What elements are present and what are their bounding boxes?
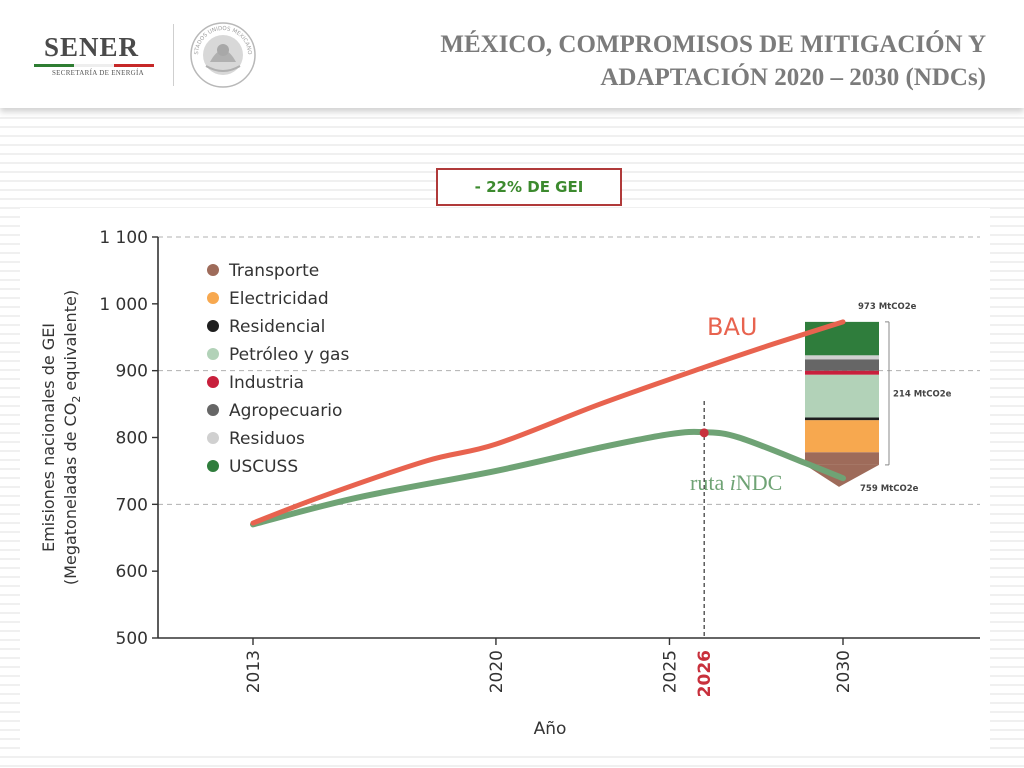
flag-white [74, 64, 114, 67]
legend-item: USCUSS [207, 457, 298, 477]
title-line-2: ADAPTACIÓN 2020 – 2030 (NDCs) [600, 64, 986, 91]
legend-item: Residuos [207, 429, 305, 449]
flag-green [34, 64, 74, 67]
legend-swatch [207, 432, 219, 444]
legend-label: Residuos [229, 429, 305, 449]
stack-label-mid: 214 MtCO2e [893, 389, 952, 399]
legend-label: Transporte [228, 261, 319, 281]
y-tick-label: 600 [116, 562, 148, 582]
y-tick-label: 900 [116, 362, 148, 382]
stack-segment [805, 321, 879, 356]
logo-divider [173, 24, 174, 86]
legend-item: Industria [207, 373, 304, 393]
y-tick-label: 1 100 [99, 228, 148, 248]
title-line-1: MÉXICO, COMPROMISOS DE MITIGACIÓN Y [440, 31, 986, 58]
x-tick-label: 2020 [487, 650, 507, 693]
series-label-indc-part: NDC [736, 470, 782, 495]
legend-swatch [207, 292, 219, 304]
legend-swatch [207, 348, 219, 360]
y-axis-subtitle-suffix: equivalente) [61, 290, 80, 396]
logo-subtitle: SECRETARÍA DE ENERGÍA [51, 69, 145, 77]
y-axis-subtitle-prefix: (Megatoneladas de CO [61, 403, 80, 585]
stack-segment [805, 417, 879, 421]
series-label-bau: BAU [707, 313, 757, 341]
series-label-indc-part: ruta [690, 470, 730, 495]
legend-label: Petróleo y gas [229, 345, 349, 365]
legend-label: Agropecuario [229, 401, 342, 421]
reduction-badge: - 22% DE GEI [436, 168, 622, 206]
stack-segment [805, 374, 879, 418]
x-tick-label: 2025 [660, 650, 680, 693]
series-line-indc [250, 428, 846, 528]
y-tick-label: 700 [116, 495, 148, 515]
legend-label: USCUSS [229, 457, 298, 477]
legend-item: Residencial [207, 317, 325, 337]
legend-swatch [207, 320, 219, 332]
chart-panel: 500 600 700 800 900 1 000 1 100 2013 2020 2025 202… [20, 208, 990, 756]
series-line-bau [250, 319, 846, 526]
x-axis-title: Año [534, 719, 567, 739]
logo-text: SENER [44, 32, 140, 62]
y-axis-title: Emisiones nacionales de GEI [39, 323, 58, 552]
page-title: MÉXICO, COMPROMISOS DE MITIGACIÓN Y ADAP… [346, 28, 986, 94]
y-tick-label: 500 [116, 629, 148, 649]
legend-item: Petróleo y gas [207, 345, 349, 365]
y-tick-label: 1 000 [99, 295, 148, 315]
x-tick-label-highlight: 2026 [695, 650, 715, 697]
y-axis-subtitle-subscript: 2 [70, 396, 83, 403]
legend-item: Electricidad [207, 289, 329, 309]
legend-label: Industria [229, 373, 304, 393]
legend-swatch [207, 404, 219, 416]
sener-logo: SENER SECRETARÍA DE ENERGÍA [30, 22, 160, 82]
legend-swatch [207, 376, 219, 388]
stack-label-bottom: 759 MtCO2e [860, 484, 919, 494]
flag-red [114, 64, 154, 67]
legend-item: Transporte [207, 261, 319, 281]
y-axis-subtitle: (Megatoneladas de CO2 equivalente) [61, 290, 83, 585]
stack-segment [805, 359, 879, 371]
flag-stripe [34, 64, 154, 67]
emissions-chart: 500 600 700 800 900 1 000 1 100 2013 2020 2025 202… [39, 228, 980, 739]
legend-label: Residencial [229, 317, 325, 337]
stack-segment [805, 452, 879, 465]
stack-segment [805, 420, 879, 453]
stack-label-top: 973 MtCO2e [858, 302, 917, 312]
legend-swatch [207, 264, 219, 276]
stack-segment [805, 370, 879, 375]
x-tick-label: 2013 [244, 650, 264, 693]
header: SENER SECRETARÍA DE ENERGÍA ESTADOS UNID… [0, 0, 1024, 108]
national-seal-icon: ESTADOS UNIDOS MEXICANOS [188, 20, 256, 88]
peak-point [699, 428, 709, 438]
y-tick-label: 800 [116, 429, 148, 449]
series-label-indc-part: i [730, 470, 736, 495]
x-tick-label: 2030 [834, 650, 854, 693]
legend-item: Agropecuario [207, 401, 342, 421]
series-label-indc: ruta iNDC [690, 470, 782, 495]
stack-segment [805, 355, 879, 360]
legend-label: Electricidad [229, 289, 329, 309]
legend-swatch [207, 460, 219, 472]
